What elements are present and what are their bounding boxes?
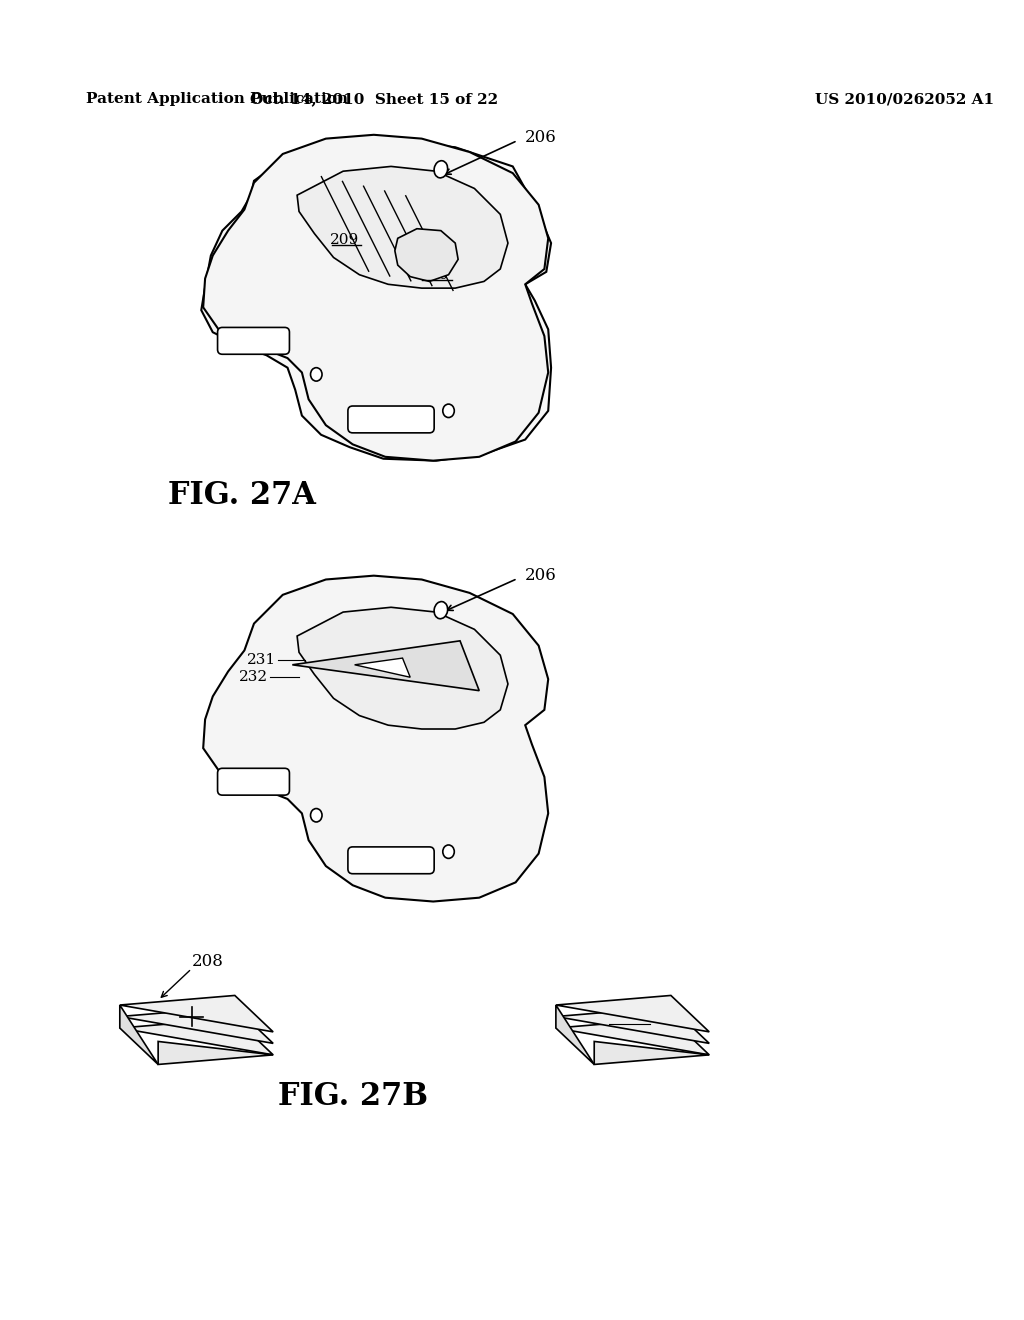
Text: 208: 208 bbox=[191, 953, 223, 970]
PathPatch shape bbox=[292, 640, 479, 690]
PathPatch shape bbox=[594, 1041, 710, 1064]
PathPatch shape bbox=[556, 1005, 594, 1064]
PathPatch shape bbox=[556, 995, 710, 1032]
PathPatch shape bbox=[120, 1005, 158, 1064]
Ellipse shape bbox=[442, 404, 455, 417]
PathPatch shape bbox=[158, 1041, 273, 1064]
Ellipse shape bbox=[442, 845, 455, 858]
PathPatch shape bbox=[120, 1019, 273, 1055]
PathPatch shape bbox=[202, 137, 551, 461]
Text: 209: 209 bbox=[331, 234, 359, 247]
Text: Oct. 14, 2010  Sheet 15 of 22: Oct. 14, 2010 Sheet 15 of 22 bbox=[250, 92, 498, 107]
PathPatch shape bbox=[395, 228, 458, 281]
PathPatch shape bbox=[120, 1007, 273, 1043]
PathPatch shape bbox=[120, 995, 273, 1032]
Text: FIG. 27B: FIG. 27B bbox=[278, 1081, 428, 1111]
Text: 231: 231 bbox=[247, 653, 276, 667]
Text: 206: 206 bbox=[525, 568, 557, 585]
Ellipse shape bbox=[310, 809, 322, 822]
FancyBboxPatch shape bbox=[217, 327, 290, 354]
Text: 210: 210 bbox=[420, 268, 449, 281]
Text: Patent Application Publication: Patent Application Publication bbox=[86, 92, 348, 107]
PathPatch shape bbox=[297, 166, 508, 288]
PathPatch shape bbox=[297, 607, 508, 729]
FancyBboxPatch shape bbox=[348, 847, 434, 874]
Text: 230: 230 bbox=[613, 1012, 642, 1027]
FancyBboxPatch shape bbox=[348, 407, 434, 433]
PathPatch shape bbox=[203, 135, 548, 461]
Text: US 2010/0262052 A1: US 2010/0262052 A1 bbox=[815, 92, 993, 107]
FancyBboxPatch shape bbox=[217, 768, 290, 795]
Text: FIG. 27A: FIG. 27A bbox=[168, 479, 315, 511]
PathPatch shape bbox=[354, 659, 411, 677]
Ellipse shape bbox=[434, 602, 447, 619]
Ellipse shape bbox=[310, 368, 322, 381]
Text: 232: 232 bbox=[240, 671, 268, 684]
PathPatch shape bbox=[203, 576, 548, 902]
PathPatch shape bbox=[556, 1019, 710, 1055]
PathPatch shape bbox=[556, 1007, 710, 1043]
Text: 206: 206 bbox=[525, 129, 557, 147]
Ellipse shape bbox=[434, 161, 447, 178]
